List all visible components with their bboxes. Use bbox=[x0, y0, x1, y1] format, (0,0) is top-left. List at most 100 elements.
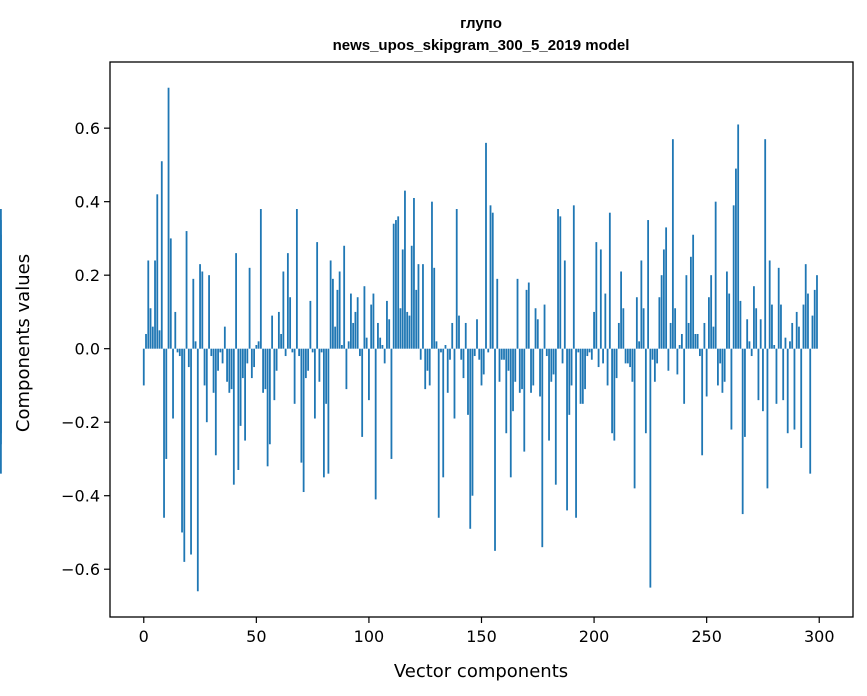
bar-40 bbox=[232, 348, 235, 485]
bar-18 bbox=[183, 348, 186, 562]
y-ticks-group: −0.6 −0.4 −0.2 0.0 0.2 0.4 0.6 bbox=[61, 119, 110, 579]
bar-221 bbox=[640, 260, 643, 349]
bar-252 bbox=[710, 275, 713, 349]
bar-278 bbox=[768, 260, 771, 349]
bar-107 bbox=[383, 348, 386, 364]
bar-258 bbox=[723, 348, 726, 382]
bar-21 bbox=[190, 348, 192, 555]
bar-47 bbox=[248, 267, 251, 349]
bar-95 bbox=[356, 297, 359, 349]
bar-11 bbox=[167, 87, 170, 349]
bar-139 bbox=[455, 209, 458, 349]
bar-260 bbox=[728, 293, 731, 349]
bar-7 bbox=[158, 330, 161, 349]
bar-297 bbox=[811, 315, 814, 349]
chart-subtitle: news_upos_skipgram_300_5_2019 model bbox=[333, 37, 630, 54]
bar-83 bbox=[329, 260, 332, 349]
bar-53 bbox=[262, 348, 264, 393]
bar-231 bbox=[662, 249, 665, 349]
bar-191 bbox=[572, 205, 575, 349]
bar-57 bbox=[271, 315, 274, 349]
bar-161 bbox=[505, 348, 508, 434]
bar-113 bbox=[397, 216, 400, 349]
bar-35 bbox=[221, 348, 224, 364]
bar-245 bbox=[694, 333, 697, 349]
bar-210 bbox=[615, 348, 618, 379]
bar-23 bbox=[194, 341, 197, 349]
bar-124 bbox=[422, 264, 424, 349]
bar-158 bbox=[498, 348, 501, 382]
bar-237 bbox=[676, 348, 679, 375]
bar-175 bbox=[536, 319, 539, 349]
bar-49 bbox=[253, 348, 255, 368]
bar-249 bbox=[703, 322, 706, 349]
bar-137 bbox=[451, 322, 454, 349]
bar-93 bbox=[352, 322, 355, 349]
bar-152 bbox=[485, 142, 487, 349]
bar-239 bbox=[680, 333, 683, 349]
bar-263 bbox=[735, 168, 737, 349]
bar-227 bbox=[653, 348, 656, 382]
bar-42 bbox=[237, 348, 240, 470]
bar-87 bbox=[338, 271, 341, 349]
bar-135 bbox=[446, 348, 449, 393]
bar-159 bbox=[500, 348, 503, 360]
bar-69 bbox=[298, 348, 301, 357]
bar-228 bbox=[656, 348, 659, 364]
bar-292 bbox=[800, 348, 803, 448]
bar-162 bbox=[507, 348, 510, 371]
bar-54 bbox=[264, 348, 267, 390]
bar-198 bbox=[588, 348, 591, 353]
bar-74 bbox=[309, 300, 312, 349]
bar-251 bbox=[708, 297, 710, 349]
x-tick-label: 150 bbox=[466, 627, 497, 646]
x-tick-label: 300 bbox=[804, 627, 835, 646]
bar-14 bbox=[174, 311, 177, 349]
bar-276 bbox=[764, 139, 767, 349]
bar-205 bbox=[604, 293, 607, 349]
bar-101 bbox=[370, 304, 373, 349]
bar-261 bbox=[730, 348, 733, 430]
bar-106 bbox=[381, 345, 384, 349]
bar-138 bbox=[453, 348, 456, 419]
bar-254 bbox=[714, 201, 717, 349]
bar-51 bbox=[257, 341, 260, 349]
bar-155 bbox=[491, 212, 494, 349]
bar-274 bbox=[759, 319, 762, 349]
bar-168 bbox=[521, 348, 523, 390]
bar-2 bbox=[147, 260, 150, 349]
bar-188 bbox=[566, 348, 568, 511]
bar-59 bbox=[275, 348, 278, 371]
bar-211 bbox=[617, 322, 620, 349]
bar-130 bbox=[435, 341, 438, 349]
bar-206 bbox=[606, 348, 609, 386]
bar-50 bbox=[255, 345, 258, 349]
bar-271 bbox=[753, 286, 755, 349]
bar-232 bbox=[665, 227, 668, 349]
bar-88 bbox=[341, 345, 343, 349]
bar-78 bbox=[318, 348, 321, 382]
bar-223 bbox=[644, 348, 647, 434]
bar-71 bbox=[302, 348, 305, 493]
bar-62 bbox=[282, 271, 285, 349]
bar-214 bbox=[624, 348, 627, 364]
bar-26 bbox=[201, 271, 204, 349]
bar-293 bbox=[802, 304, 805, 349]
bar-148 bbox=[476, 319, 478, 349]
bar-144 bbox=[467, 348, 469, 415]
bar-63 bbox=[284, 348, 287, 357]
bar-288 bbox=[791, 322, 794, 349]
y-tick-label: −0.4 bbox=[61, 487, 100, 506]
bar-181 bbox=[550, 348, 553, 382]
chart-title: глупо bbox=[460, 15, 502, 32]
bar-28 bbox=[205, 348, 208, 423]
x-tick-label: 50 bbox=[246, 627, 266, 646]
bar-202 bbox=[597, 348, 600, 368]
bar-217 bbox=[631, 348, 634, 382]
bar-264 bbox=[737, 124, 740, 349]
bar-170 bbox=[525, 289, 528, 349]
bar-247 bbox=[699, 348, 701, 357]
bar-114 bbox=[399, 308, 402, 349]
bar-282 bbox=[777, 267, 780, 349]
